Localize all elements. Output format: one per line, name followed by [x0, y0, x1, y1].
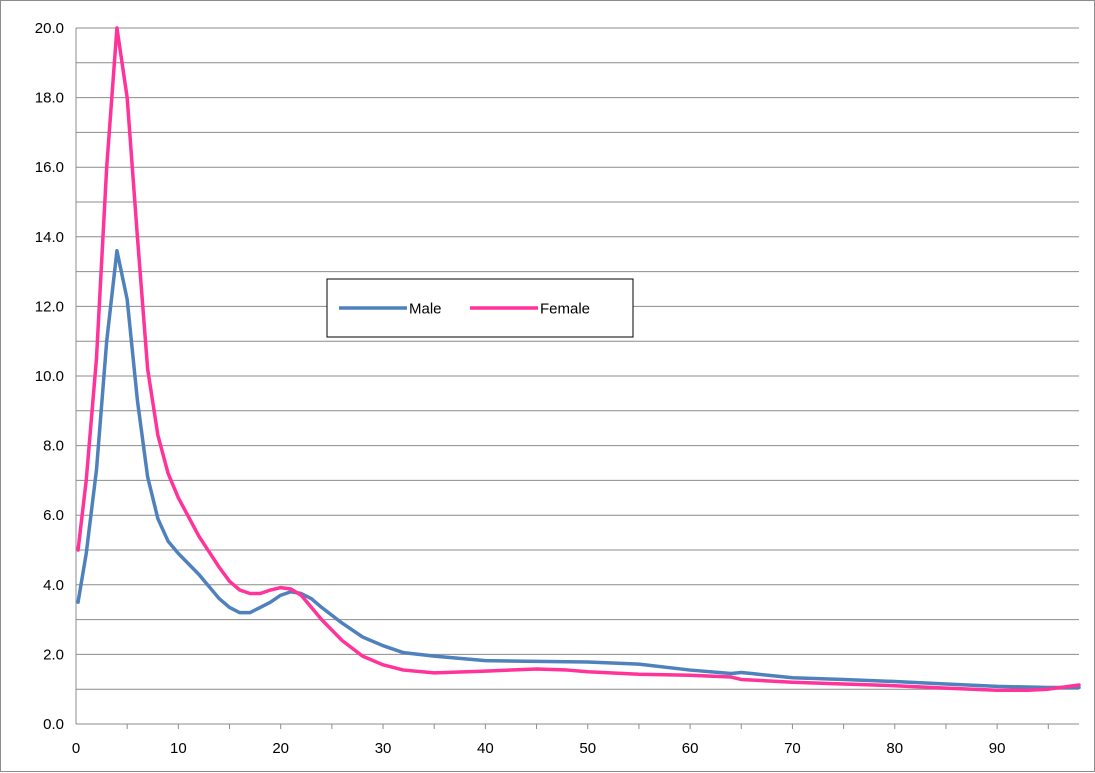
x-tick-label: 70 [784, 740, 801, 757]
x-tick-label: 10 [170, 740, 187, 757]
y-tick-label: 8.0 [43, 438, 64, 455]
y-axis-labels: 0.0 2.0 4.0 6.0 8.0 10.0 12.0 14.0 16.0 18.0 20.0 [35, 20, 64, 733]
gridlines [76, 27, 1079, 690]
y-tick-label: 14.0 [35, 229, 64, 246]
y-tick-label: 0.0 [43, 716, 64, 733]
x-tick-label: 60 [682, 740, 699, 757]
x-tick-label: 50 [579, 740, 596, 757]
legend-label-female: Female [540, 301, 590, 318]
x-tick-label: 0 [72, 740, 80, 757]
x-tick-label: 30 [375, 740, 392, 757]
y-tick-label: 2.0 [43, 646, 64, 663]
x-axis-ticks [126, 724, 1049, 729]
legend-label-male: Male [409, 301, 442, 318]
y-tick-label: 4.0 [43, 577, 64, 594]
x-tick-label: 40 [477, 740, 494, 757]
x-tick-label: 80 [886, 740, 903, 757]
y-tick-label: 6.0 [43, 507, 64, 524]
series-lines [76, 26, 1081, 692]
x-tick-label: 20 [272, 740, 289, 757]
y-tick-label: 10.0 [35, 368, 64, 385]
y-tick-label: 20.0 [35, 20, 64, 37]
y-tick-label: 12.0 [35, 298, 64, 315]
series-line-female [76, 26, 1081, 692]
axes [75, 28, 1079, 725]
y-tick-label: 16.0 [35, 159, 64, 176]
legend: Male Female [326, 278, 634, 338]
x-tick-label: 90 [989, 740, 1006, 757]
y-tick-label: 18.0 [35, 90, 64, 107]
series-line-male [76, 248, 1081, 690]
x-axis-labels: 0 10 20 30 40 50 60 70 80 90 [72, 740, 1006, 757]
